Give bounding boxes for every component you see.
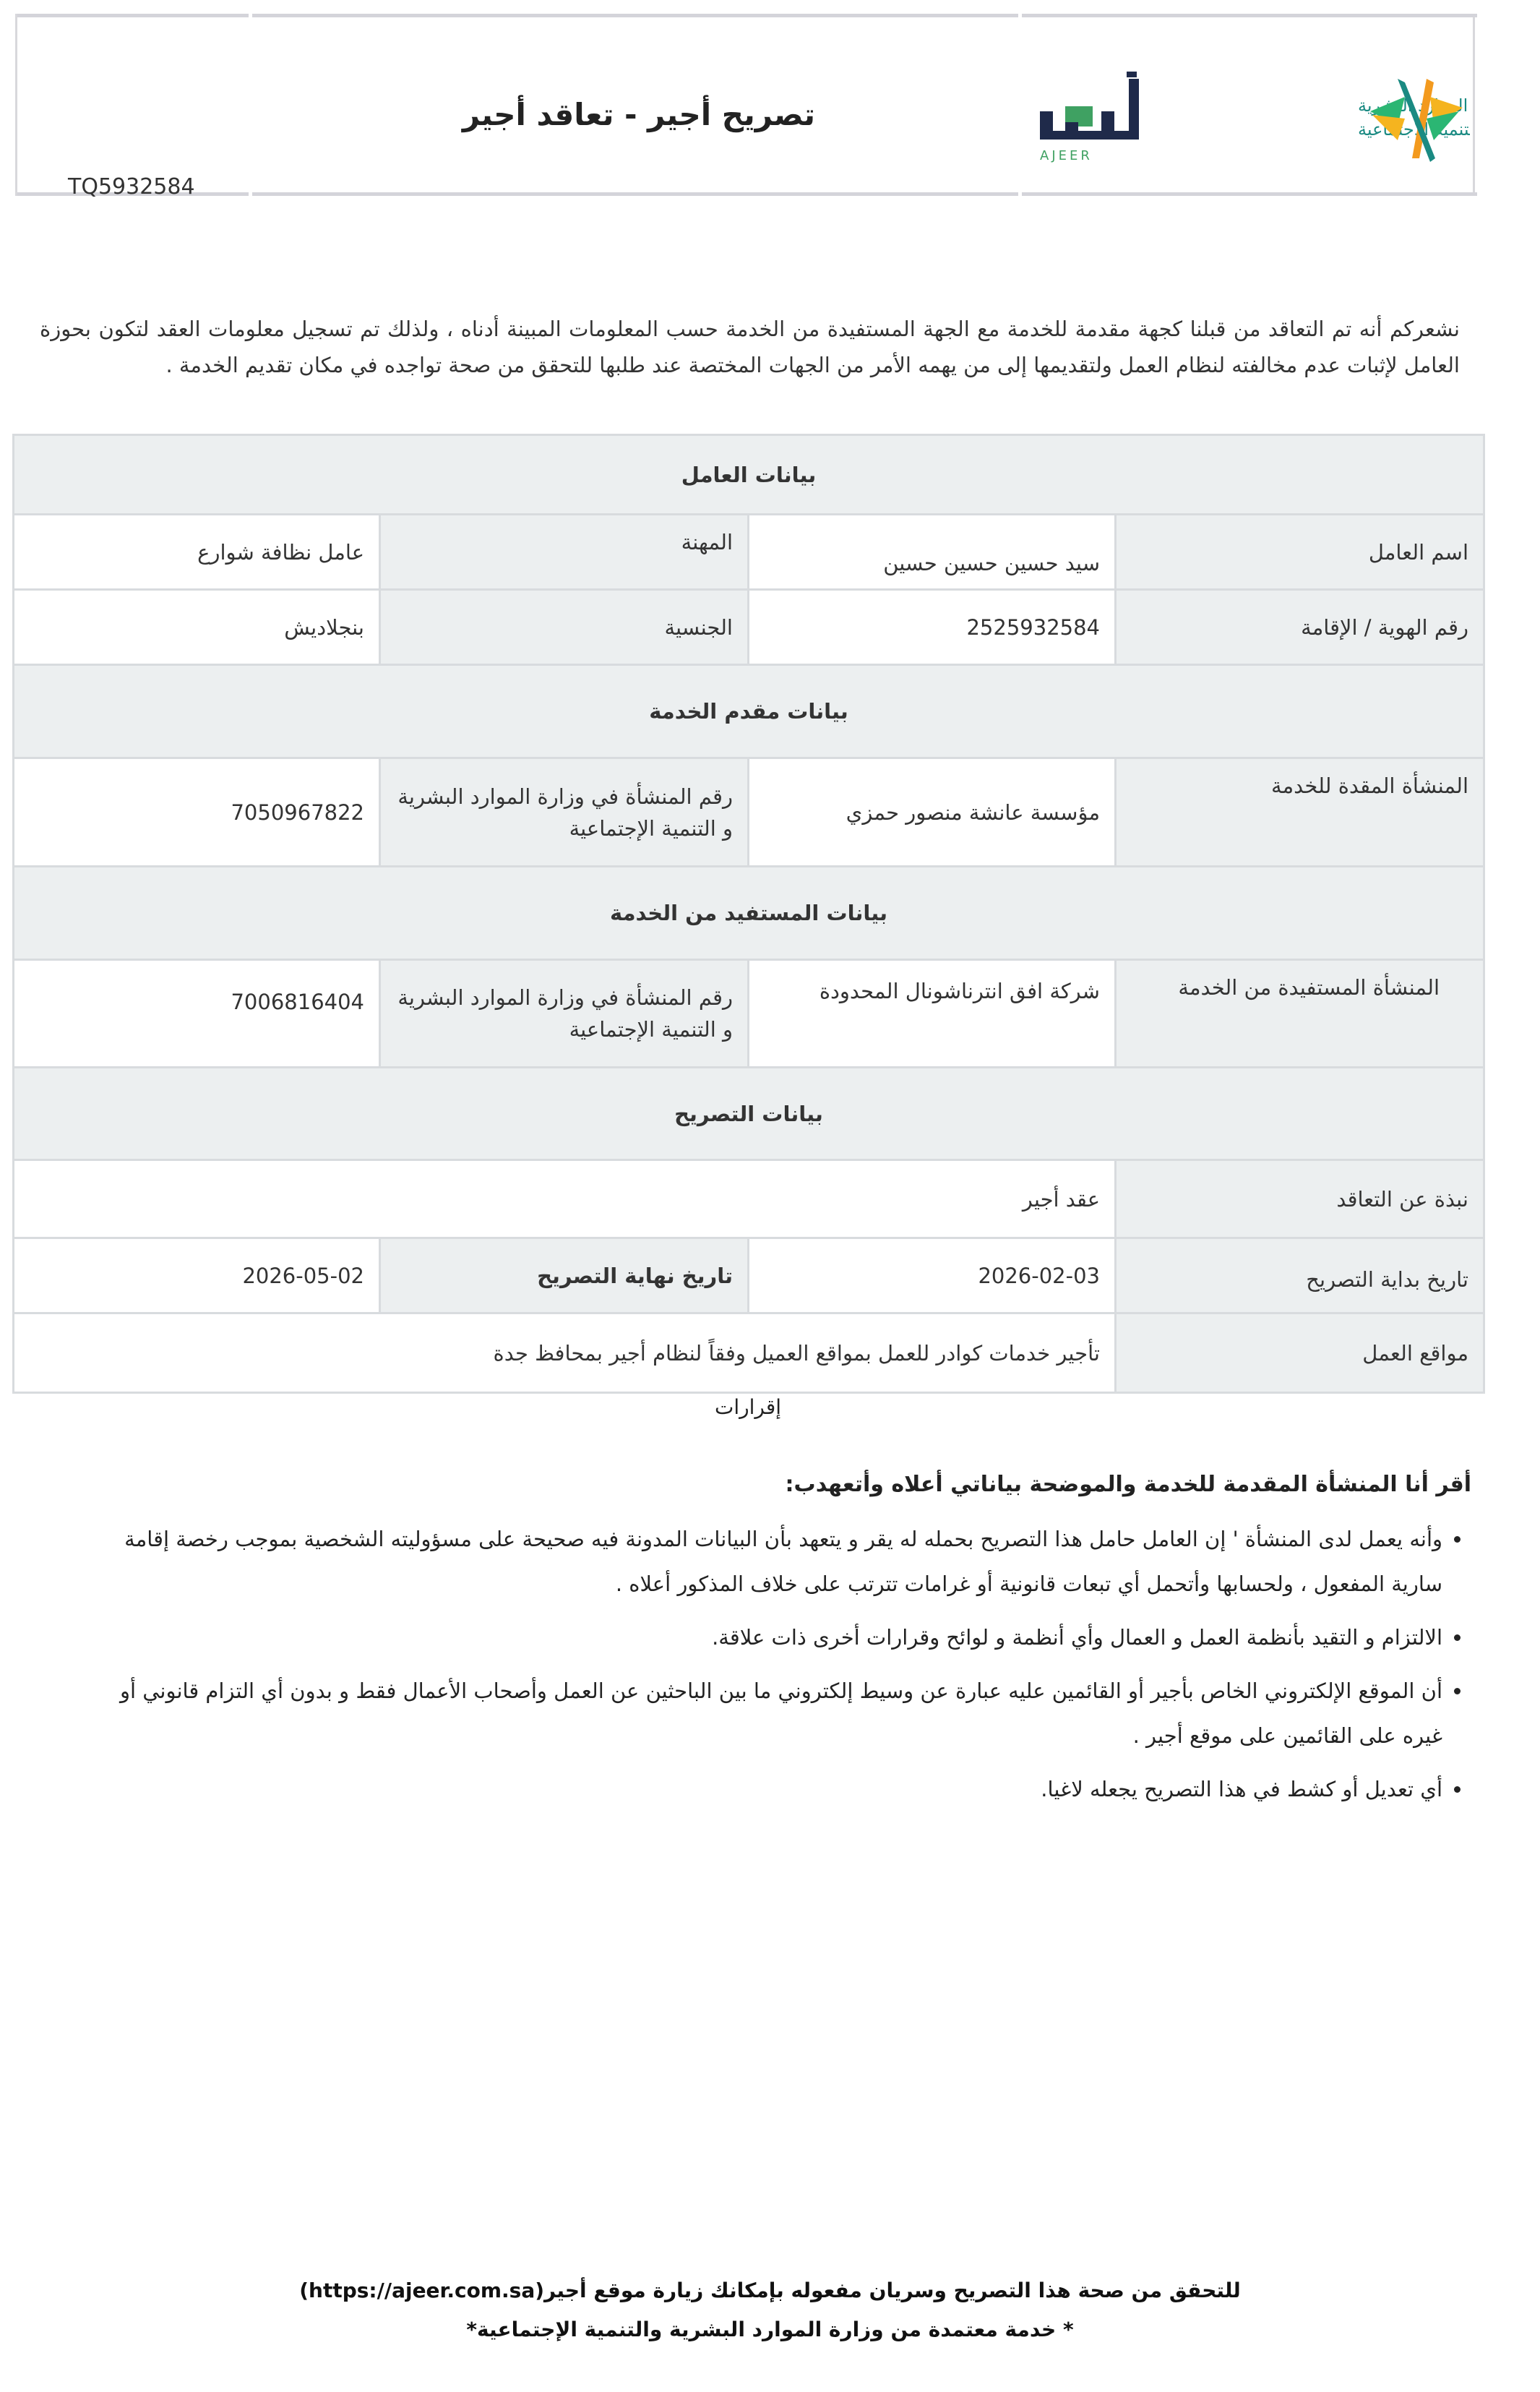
declaration-item: أي تعديل أو كشط في هذا التصريح يجعله لاغ… bbox=[98, 1767, 1442, 1812]
declarations-title: إقرارات bbox=[714, 1395, 782, 1419]
document-header: تصريح أجير - تعاقد أجير TQ5932584 AJEER … bbox=[15, 14, 1477, 200]
reference-number: TQ5932584 bbox=[68, 174, 195, 200]
document-title: تصريح أجير - تعاقد أجير bbox=[462, 97, 816, 132]
beneficiary-entity-value: شركة افق انترناشونال المحدودة bbox=[747, 959, 1117, 1068]
ajeer-logo-latin: AJEER bbox=[1040, 148, 1093, 163]
permit-details-table: بيانات العامل اسم العامل سيد حسين حسين ح… bbox=[12, 434, 1485, 1394]
worker-section-title: بيانات العامل bbox=[12, 434, 1485, 515]
worker-name-value: سيد حسين حسين حسين bbox=[747, 513, 1117, 591]
ministry-approval-note: * خدمة معتمدة من وزارة الموارد البشرية و… bbox=[466, 2318, 1074, 2341]
start-date-value: 2026-02-03 bbox=[747, 1237, 1117, 1314]
table-row: نبذة عن التعاقد عقد أجير bbox=[12, 1159, 1485, 1239]
declarations-section: أقر أنا المنشأة المقدمة للخدمة والموضحة … bbox=[98, 1467, 1471, 1820]
profession-value: عامل نظافة شوارع bbox=[12, 513, 381, 591]
work-locations-label: مواقع العمل bbox=[1114, 1312, 1485, 1394]
profession-label: المهنة bbox=[379, 513, 749, 591]
beneficiary-section-title: بيانات المستفيد من الخدمة bbox=[12, 865, 1485, 961]
header-bottom-border bbox=[17, 192, 1477, 196]
table-row: المنشأة المقدة للخدمة مؤسسة عانشة منصور … bbox=[12, 757, 1485, 867]
declaration-item: الالتزام و التقيد بأنظمة العمل و العمال … bbox=[98, 1615, 1442, 1660]
start-date-label: تاريخ بداية التصريح bbox=[1114, 1237, 1485, 1314]
id-label: رقم الهوية / الإقامة bbox=[1114, 588, 1485, 666]
intro-paragraph: نشعركم أنه تم التعاقد من قبلنا كجهة مقدم… bbox=[40, 317, 1460, 377]
worker-name-label: اسم العامل bbox=[1114, 513, 1485, 591]
ministry-logo-line2: والتنمية الاجتماعية bbox=[1358, 119, 1470, 140]
provider-entity-label: المنشأة المقدة للخدمة bbox=[1114, 757, 1485, 867]
end-date-label: تاريخ نهاية التصريح bbox=[379, 1237, 749, 1314]
provider-section-title: بيانات مقدم الخدمة bbox=[12, 664, 1485, 759]
provider-mol-value: 7050967822 bbox=[12, 757, 381, 867]
section-header-row: بيانات مقدم الخدمة bbox=[12, 664, 1485, 759]
section-header-row: بيانات المستفيد من الخدمة bbox=[12, 865, 1485, 961]
verification-note: للتحقق من صحة هذا التصريح وسريان مفعوله … bbox=[299, 2279, 1241, 2302]
provider-entity-value: مؤسسة عانشة منصور حمزي bbox=[747, 757, 1117, 867]
ministry-star-icon bbox=[1370, 79, 1463, 162]
nationality-value: بنجلاديش bbox=[12, 588, 381, 666]
table-row: رقم الهوية / الإقامة 2525932584 الجنسية … bbox=[12, 588, 1485, 666]
end-date-value: 2026-05-02 bbox=[12, 1237, 381, 1314]
ajeer-logo: AJEER bbox=[1040, 72, 1139, 163]
section-header-row: بيانات العامل bbox=[12, 434, 1485, 515]
declaration-item: وأنه يعمل لدى المنشأة ' إن العامل حامل ه… bbox=[98, 1517, 1442, 1606]
declarations-heading: أقر أنا المنشأة المقدمة للخدمة والموضحة … bbox=[785, 1472, 1471, 1497]
section-header-row: بيانات التصريح bbox=[12, 1066, 1485, 1161]
table-row: تاريخ بداية التصريح 2026-02-03 تاريخ نها… bbox=[12, 1237, 1485, 1314]
nationality-label: الجنسية bbox=[379, 588, 749, 666]
beneficiary-mol-label: رقم المنشأة في وزارة الموارد البشرية و ا… bbox=[379, 959, 749, 1068]
table-row: اسم العامل سيد حسين حسين حسين المهنة عام… bbox=[12, 513, 1485, 591]
ministry-logo: الموارد البشرية والتنمية الاجتماعية bbox=[1358, 79, 1470, 162]
declaration-item: أن الموقع الإلكتروني الخاص بأجير أو القا… bbox=[98, 1668, 1442, 1758]
beneficiary-mol-value: 7006816404 bbox=[12, 959, 381, 1068]
permit-section-title: بيانات التصريح bbox=[12, 1066, 1485, 1161]
contract-value: عقد أجير bbox=[12, 1159, 1117, 1239]
work-locations-value: تأجير خدمات كوادر للعمل بمواقع العميل وف… bbox=[12, 1312, 1117, 1394]
declarations-list: وأنه يعمل لدى المنشأة ' إن العامل حامل ه… bbox=[98, 1517, 1471, 1812]
table-row: المنشأة المستفيدة من الخدمة شركة افق انت… bbox=[12, 959, 1485, 1068]
id-value: 2525932584 bbox=[747, 588, 1117, 666]
header-top-border bbox=[17, 14, 1477, 17]
beneficiary-entity-label: المنشأة المستفيدة من الخدمة bbox=[1114, 959, 1485, 1068]
contract-label: نبذة عن التعاقد bbox=[1114, 1159, 1485, 1239]
table-row: مواقع العمل تأجير خدمات كوادر للعمل بموا… bbox=[12, 1312, 1485, 1394]
provider-mol-label: رقم المنشأة في وزارة الموارد البشرية و ا… bbox=[379, 757, 749, 867]
